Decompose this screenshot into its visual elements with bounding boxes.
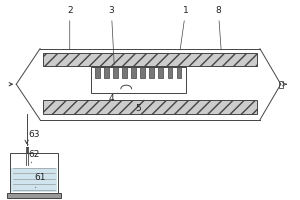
Text: 62: 62 <box>28 150 40 163</box>
Bar <box>168 67 172 78</box>
Bar <box>7 193 61 198</box>
Text: 8: 8 <box>215 6 221 50</box>
Bar <box>149 67 154 78</box>
Bar <box>95 67 100 78</box>
Bar <box>140 67 145 78</box>
Text: 61: 61 <box>34 173 46 188</box>
Bar <box>91 67 186 93</box>
Bar <box>11 168 57 192</box>
Text: 63: 63 <box>28 130 40 145</box>
Bar <box>177 67 181 78</box>
Bar <box>158 67 163 78</box>
Text: 2: 2 <box>67 6 73 50</box>
Bar <box>43 100 257 114</box>
Bar <box>131 67 136 78</box>
Text: 3: 3 <box>109 6 114 65</box>
Bar <box>279 81 284 88</box>
Bar <box>10 153 58 193</box>
Text: 4: 4 <box>109 93 117 103</box>
Bar <box>113 67 118 78</box>
Bar <box>122 67 127 78</box>
Text: 5: 5 <box>135 100 144 113</box>
Bar <box>43 53 257 66</box>
Text: 1: 1 <box>180 6 188 50</box>
Bar <box>104 67 109 78</box>
